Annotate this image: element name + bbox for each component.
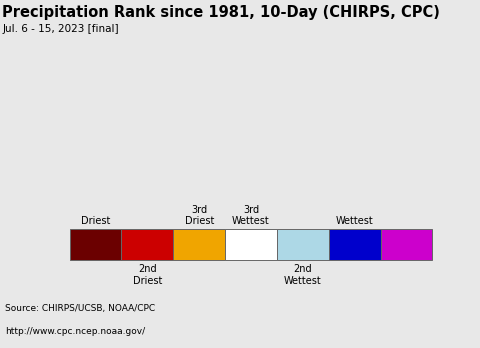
Text: Wettest: Wettest bbox=[336, 216, 373, 227]
Bar bbox=[173, 229, 225, 260]
Text: Precipitation Rank since 1981, 10-Day (CHIRPS, CPC): Precipitation Rank since 1981, 10-Day (C… bbox=[2, 6, 440, 21]
Bar bbox=[225, 229, 277, 260]
Bar bbox=[329, 229, 381, 260]
Bar bbox=[277, 229, 329, 260]
Text: 3rd
Driest: 3rd Driest bbox=[184, 205, 214, 227]
Text: Source: CHIRPS/UCSB, NOAA/CPC: Source: CHIRPS/UCSB, NOAA/CPC bbox=[5, 304, 155, 313]
Bar bbox=[121, 229, 173, 260]
Bar bbox=[70, 229, 121, 260]
Text: 2nd
Wettest: 2nd Wettest bbox=[284, 264, 322, 286]
Bar bbox=[381, 229, 432, 260]
Text: Driest: Driest bbox=[81, 216, 110, 227]
Text: http://www.cpc.ncep.noaa.gov/: http://www.cpc.ncep.noaa.gov/ bbox=[5, 326, 145, 335]
Text: 2nd
Driest: 2nd Driest bbox=[132, 264, 162, 286]
Text: 3rd
Wettest: 3rd Wettest bbox=[232, 205, 270, 227]
Text: Jul. 6 - 15, 2023 [final]: Jul. 6 - 15, 2023 [final] bbox=[2, 24, 119, 34]
